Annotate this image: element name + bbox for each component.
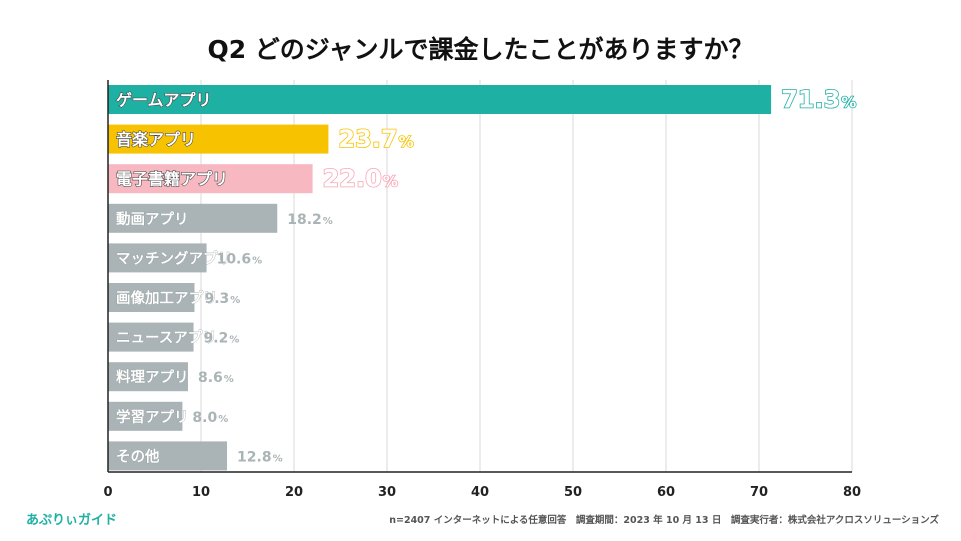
bar-category-label: 画像加工アプリ xyxy=(116,289,218,307)
x-tick-label: 60 xyxy=(657,485,675,500)
bar-value-label: 10.6% xyxy=(217,251,263,267)
bar xyxy=(108,441,228,471)
bars: ゲームアプリ 71.3% 音楽アプリ 23.7% 電子書籍アプリ 22.0% 動画アプリ 18… xyxy=(108,85,857,471)
survey-footnote: n=2407 インターネットによる任意回答 調査期間：2023 年 10 月 1… xyxy=(389,515,939,526)
axes: 0 10 20 30 40 50 60 70 80 xyxy=(103,80,861,500)
bar xyxy=(108,243,207,273)
x-tick-label: 0 xyxy=(103,485,112,500)
bar-value-label: 8.6% xyxy=(198,370,234,386)
bar-value-label: 23.7% xyxy=(338,125,413,153)
bar-value-label: 71.3% xyxy=(781,86,856,114)
bar-category-label: 音楽アプリ xyxy=(116,130,196,149)
bar-category-label: ニュースアプリ xyxy=(116,330,217,347)
x-tick-label: 80 xyxy=(843,485,861,500)
bar-value-label: 9.2% xyxy=(204,331,240,347)
brand-logo-text: あぷりぃガイド xyxy=(26,513,118,528)
bar-category-label: その他 xyxy=(116,447,160,465)
x-tick-label: 10 xyxy=(192,485,210,500)
bar xyxy=(108,401,183,431)
bar-category-label: 料理アプリ xyxy=(116,368,189,386)
bar-value-label: 18.2% xyxy=(287,212,333,228)
bar xyxy=(108,124,329,154)
bar-category-label: ゲームアプリ xyxy=(116,91,212,110)
bar xyxy=(108,322,194,352)
bar-category-label: マッチングアプリ xyxy=(116,249,232,267)
bar xyxy=(108,203,278,233)
bar xyxy=(108,362,188,392)
bar-value-label: 8.0% xyxy=(192,410,228,426)
bar-category-label: 電子書籍アプリ xyxy=(116,170,228,189)
bar-category-label: 動画アプリ xyxy=(116,211,189,228)
bar xyxy=(108,85,772,114)
x-tick-label: 30 xyxy=(378,485,396,500)
bar-value-label: 9.3% xyxy=(204,291,240,307)
x-tick-label: 50 xyxy=(564,485,582,500)
bar xyxy=(108,283,195,312)
bar-category-label: 学習アプリ xyxy=(116,408,189,426)
x-tick-label: 40 xyxy=(471,485,489,500)
bar xyxy=(108,164,313,194)
chart-title: Q2 どのジャンルで課金したことがありますか？ xyxy=(207,35,754,64)
bar-value-label: 22.0% xyxy=(323,165,398,193)
bar-value-label: 12.8% xyxy=(237,449,283,465)
x-tick-label: 70 xyxy=(750,485,768,500)
x-tick-label: 20 xyxy=(285,485,303,500)
